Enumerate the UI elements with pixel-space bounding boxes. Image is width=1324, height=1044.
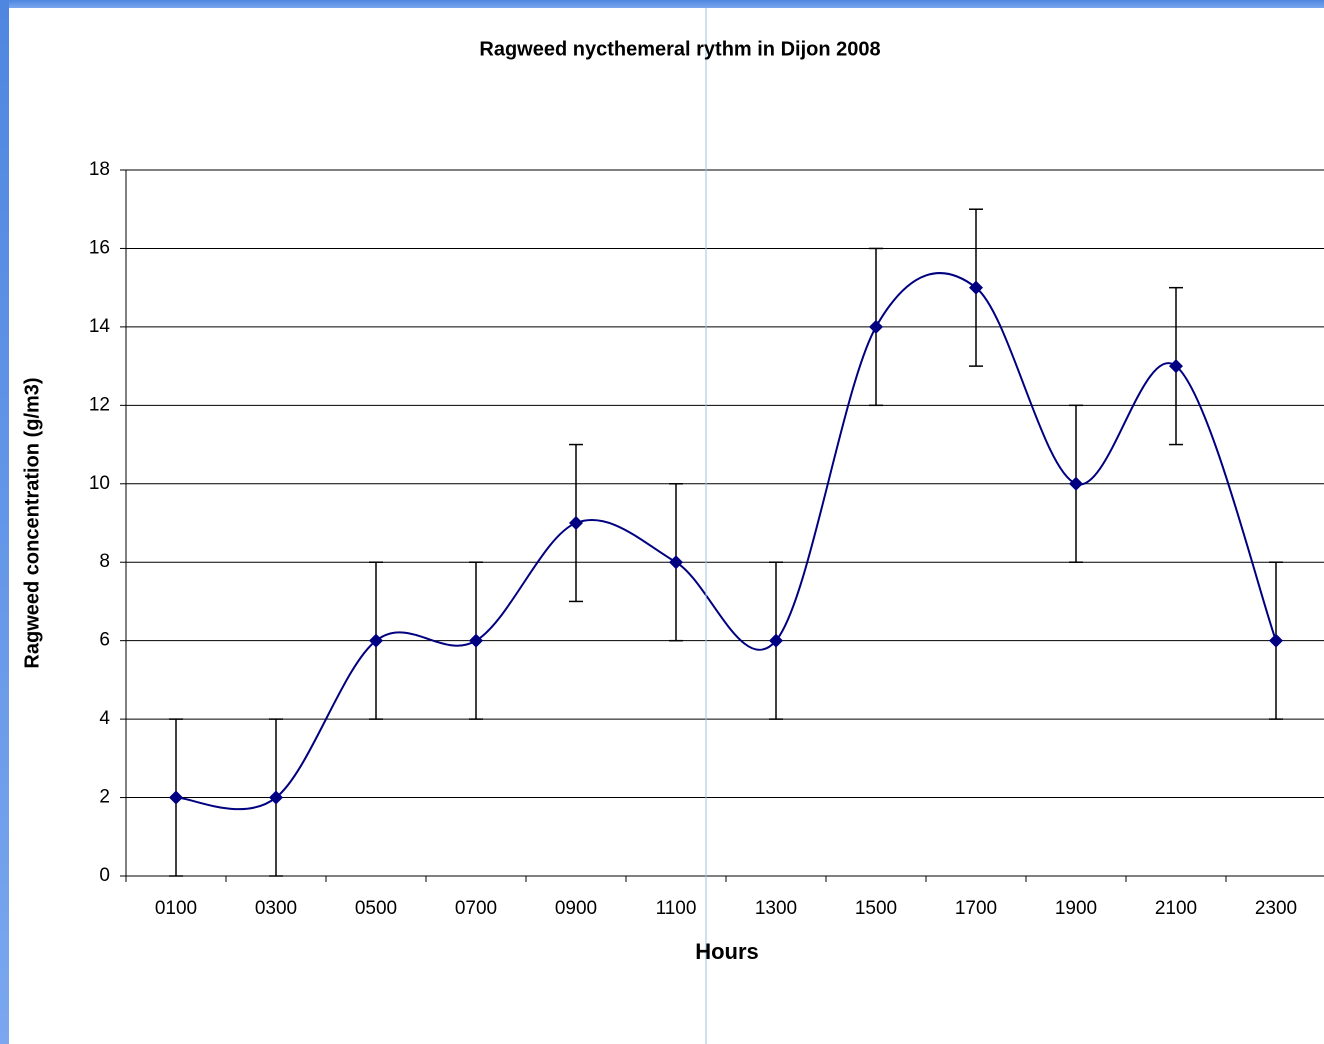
y-tick-label: 14 — [89, 316, 111, 337]
data-point — [569, 516, 583, 530]
data-point — [369, 633, 383, 648]
y-tick-label: 18 — [89, 159, 110, 180]
window-frame-top — [0, 0, 1324, 8]
x-tick-label: 1900 — [1055, 898, 1097, 919]
x-tick-label: 0500 — [355, 898, 397, 919]
x-tick-label: 2300 — [1255, 898, 1297, 919]
data-point — [469, 633, 483, 648]
x-tick-label: 0900 — [555, 898, 597, 919]
x-tick-label: 1700 — [955, 898, 997, 919]
y-tick-label: 2 — [99, 787, 110, 808]
x-tick-label: 1500 — [855, 898, 897, 919]
y-tick-label: 6 — [99, 630, 110, 651]
data-point — [969, 280, 983, 295]
x-tick-label: 1300 — [755, 898, 797, 919]
data-point — [1069, 476, 1083, 491]
y-tick-label: 12 — [89, 394, 110, 415]
x-axis-label: Hours — [695, 939, 759, 964]
chart-title: Ragweed nycthemeral rythm in Dijon 2008 — [479, 38, 880, 60]
window-frame-left — [0, 0, 9, 1044]
x-tick-label: 0300 — [255, 898, 297, 919]
x-tick-label: 0700 — [455, 898, 497, 919]
data-point — [669, 555, 683, 570]
plot-area: 0 2 4 6 8 10 12 14 16 18 0100 0300 0500 0700 0900 1100 1… — [89, 159, 1324, 919]
y-tick-label: 10 — [89, 473, 110, 494]
data-point — [769, 633, 783, 648]
data-point — [1169, 359, 1183, 374]
data-point — [269, 790, 283, 805]
x-tick-label: 0100 — [155, 898, 197, 919]
y-axis-label: Ragweed concentration (g/m3) — [21, 377, 43, 668]
x-tick-label: 2100 — [1155, 898, 1197, 919]
data-point — [869, 319, 883, 334]
y-tick-label: 16 — [89, 237, 110, 258]
y-tick-label: 8 — [99, 551, 110, 572]
data-point — [1269, 633, 1283, 648]
y-tick-label: 0 — [99, 865, 110, 886]
y-tick-label: 4 — [99, 708, 110, 729]
x-tick-label: 1100 — [656, 898, 697, 919]
data-point — [169, 790, 183, 805]
